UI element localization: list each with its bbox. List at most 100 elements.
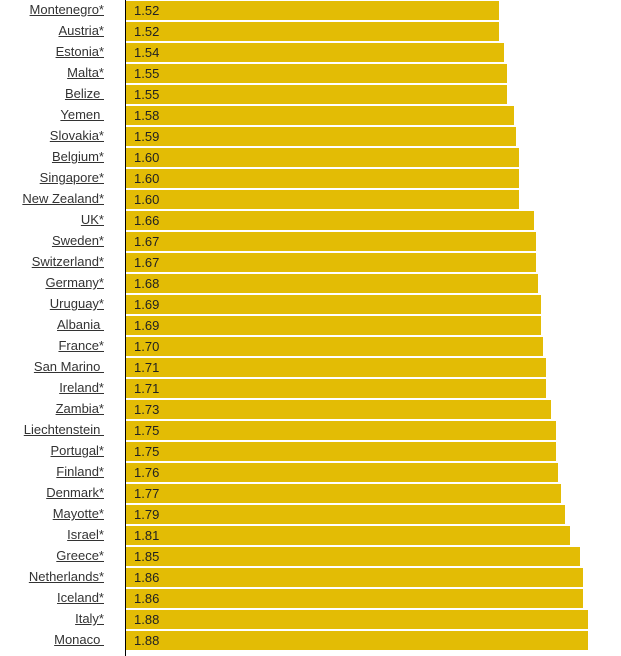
category-link[interactable]: UK* xyxy=(80,212,104,227)
bar-row: Switzerland* 1.67 xyxy=(0,252,621,273)
y-axis-line xyxy=(125,0,126,656)
bar: 1.70 xyxy=(126,337,544,356)
bar: 1.71 xyxy=(126,379,546,398)
category-link[interactable]: Zambia* xyxy=(55,401,104,416)
data-label: 1.60 xyxy=(134,150,160,165)
category-link[interactable]: Singapore* xyxy=(39,170,104,185)
category-link[interactable]: Germany* xyxy=(45,275,104,290)
data-label: 1.67 xyxy=(134,255,160,270)
category-link[interactable]: Netherlands* xyxy=(28,569,104,584)
category-link[interactable]: Ireland* xyxy=(59,380,104,395)
category-link[interactable]: Belgium* xyxy=(51,149,104,164)
category-link[interactable]: Montenegro* xyxy=(29,2,104,17)
data-label: 1.60 xyxy=(134,171,160,186)
category-link[interactable]: Portugal* xyxy=(50,443,104,458)
bar: 1.76 xyxy=(126,463,559,482)
bar: 1.71 xyxy=(126,358,546,377)
category-link[interactable]: Switzerland* xyxy=(31,254,104,269)
category-link[interactable]: Albania xyxy=(57,317,104,332)
data-label: 1.75 xyxy=(134,444,160,459)
bar-row: Singapore* 1.60 xyxy=(0,168,621,189)
bar-row: San Marino 1.71 xyxy=(0,357,621,378)
bar-row: Zambia* 1.73 xyxy=(0,399,621,420)
category-link[interactable]: Liechtenstein xyxy=(23,422,104,437)
data-label: 1.52 xyxy=(134,24,160,39)
bar: 1.60 xyxy=(126,148,519,167)
bar: 1.88 xyxy=(126,610,588,629)
category-link[interactable]: Belize xyxy=(64,86,104,101)
bar: 1.88 xyxy=(126,631,588,650)
data-label: 1.69 xyxy=(134,318,160,333)
bar-row: Yemen 1.58 xyxy=(0,105,621,126)
bar: 1.69 xyxy=(126,316,541,335)
category-link[interactable]: Denmark* xyxy=(46,485,104,500)
bar-row: UK* 1.66 xyxy=(0,210,621,231)
bar-row: Italy* 1.88 xyxy=(0,609,621,630)
bar: 1.85 xyxy=(126,547,581,566)
bar: 1.60 xyxy=(126,190,519,209)
bar-row: Israel* 1.81 xyxy=(0,525,621,546)
category-link[interactable]: Mayotte* xyxy=(52,506,104,521)
bar-row: Sweden* 1.67 xyxy=(0,231,621,252)
category-link[interactable]: Uruguay* xyxy=(49,296,104,311)
data-label: 1.77 xyxy=(134,486,160,501)
bar-row: Netherlands* 1.86 xyxy=(0,567,621,588)
bar: 1.73 xyxy=(126,400,551,419)
bar-row: France* 1.70 xyxy=(0,336,621,357)
bar-row: Mayotte* 1.79 xyxy=(0,504,621,525)
bar: 1.77 xyxy=(126,484,561,503)
bar: 1.55 xyxy=(126,85,507,104)
category-link[interactable]: New Zealand* xyxy=(22,191,104,206)
bar: 1.67 xyxy=(126,253,536,272)
bar-row: Iceland* 1.86 xyxy=(0,588,621,609)
data-label: 1.88 xyxy=(134,633,160,648)
data-label: 1.79 xyxy=(134,507,160,522)
category-link[interactable]: Israel* xyxy=(67,527,104,542)
category-link[interactable]: Sweden* xyxy=(51,233,104,248)
data-label: 1.73 xyxy=(134,402,160,417)
category-link[interactable]: Malta* xyxy=(67,65,104,80)
data-label: 1.54 xyxy=(134,45,160,60)
bar-row: Monaco 1.88 xyxy=(0,630,621,651)
category-link[interactable]: Estonia* xyxy=(55,44,104,59)
bar: 1.52 xyxy=(126,1,500,20)
bar: 1.60 xyxy=(126,169,519,188)
bar: 1.79 xyxy=(126,505,566,524)
category-link[interactable]: Slovakia* xyxy=(49,128,104,143)
bar: 1.58 xyxy=(126,106,514,125)
data-label: 1.55 xyxy=(134,66,160,81)
data-label: 1.69 xyxy=(134,297,160,312)
bar-row: Montenegro* 1.52 xyxy=(0,0,621,21)
data-label: 1.66 xyxy=(134,213,160,228)
category-link[interactable]: Finland* xyxy=(56,464,104,479)
data-label: 1.70 xyxy=(134,339,160,354)
bar: 1.75 xyxy=(126,442,556,461)
category-link[interactable]: Greece* xyxy=(56,548,104,563)
category-link[interactable]: San Marino xyxy=(33,359,104,374)
data-label: 1.71 xyxy=(134,381,160,396)
bar-row: Belize 1.55 xyxy=(0,84,621,105)
bar: 1.67 xyxy=(126,232,536,251)
bar-row: Denmark* 1.77 xyxy=(0,483,621,504)
category-link[interactable]: Italy* xyxy=(75,611,104,626)
bar: 1.54 xyxy=(126,43,505,62)
category-link[interactable]: Iceland* xyxy=(57,590,104,605)
data-label: 1.60 xyxy=(134,192,160,207)
bar-row: Liechtenstein 1.75 xyxy=(0,420,621,441)
category-link[interactable]: Yemen xyxy=(60,107,104,122)
category-link[interactable]: France* xyxy=(58,338,104,353)
bar-row: Malta* 1.55 xyxy=(0,63,621,84)
category-link[interactable]: Monaco xyxy=(54,632,104,647)
bar: 1.52 xyxy=(126,22,500,41)
data-label: 1.81 xyxy=(134,528,160,543)
data-label: 1.86 xyxy=(134,591,160,606)
data-label: 1.58 xyxy=(134,108,160,123)
data-label: 1.76 xyxy=(134,465,160,480)
category-link[interactable]: Austria* xyxy=(58,23,104,38)
bar-row: Austria* 1.52 xyxy=(0,21,621,42)
bar-row: Ireland* 1.71 xyxy=(0,378,621,399)
data-label: 1.75 xyxy=(134,423,160,438)
data-label: 1.85 xyxy=(134,549,160,564)
bar: 1.68 xyxy=(126,274,539,293)
